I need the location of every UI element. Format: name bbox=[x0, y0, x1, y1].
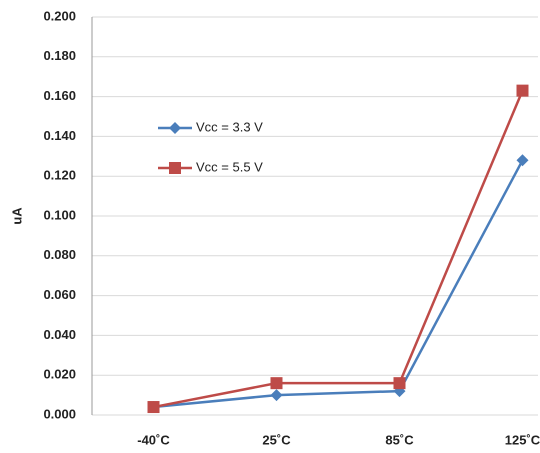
y-tick-label: 0.000 bbox=[43, 406, 76, 421]
y-tick-label: 0.160 bbox=[43, 88, 76, 103]
legend-marker bbox=[169, 162, 181, 174]
y-tick-label: 0.020 bbox=[43, 367, 76, 382]
y-tick-label: 0.200 bbox=[43, 8, 76, 23]
y-axis-title: uA bbox=[9, 207, 24, 225]
legend-label: Vcc = 5.5 V bbox=[196, 159, 263, 174]
legend-label: Vcc = 3.3 V bbox=[196, 119, 263, 134]
y-tick-label: 0.040 bbox=[43, 327, 76, 342]
marker bbox=[516, 84, 529, 97]
marker bbox=[147, 401, 160, 414]
series-line bbox=[153, 159, 524, 409]
x-tick-label: -40˚C bbox=[137, 432, 170, 447]
x-tick-label: 85˚C bbox=[385, 432, 414, 447]
y-tick-label: 0.100 bbox=[43, 207, 76, 222]
y-tick-label: 0.120 bbox=[43, 168, 76, 183]
series-line bbox=[153, 90, 524, 409]
y-tick-label: 0.080 bbox=[43, 247, 76, 262]
marker bbox=[270, 389, 283, 402]
legend-marker bbox=[169, 122, 181, 134]
x-tick-label: 25˚C bbox=[262, 432, 291, 447]
y-tick-label: 0.060 bbox=[43, 287, 76, 302]
marker bbox=[270, 377, 283, 390]
y-tick-label: 0.140 bbox=[43, 128, 76, 143]
x-tick-label: 125˚C bbox=[505, 432, 540, 447]
marker bbox=[516, 154, 529, 167]
marker bbox=[393, 377, 406, 390]
y-tick-label: 0.180 bbox=[43, 48, 76, 63]
